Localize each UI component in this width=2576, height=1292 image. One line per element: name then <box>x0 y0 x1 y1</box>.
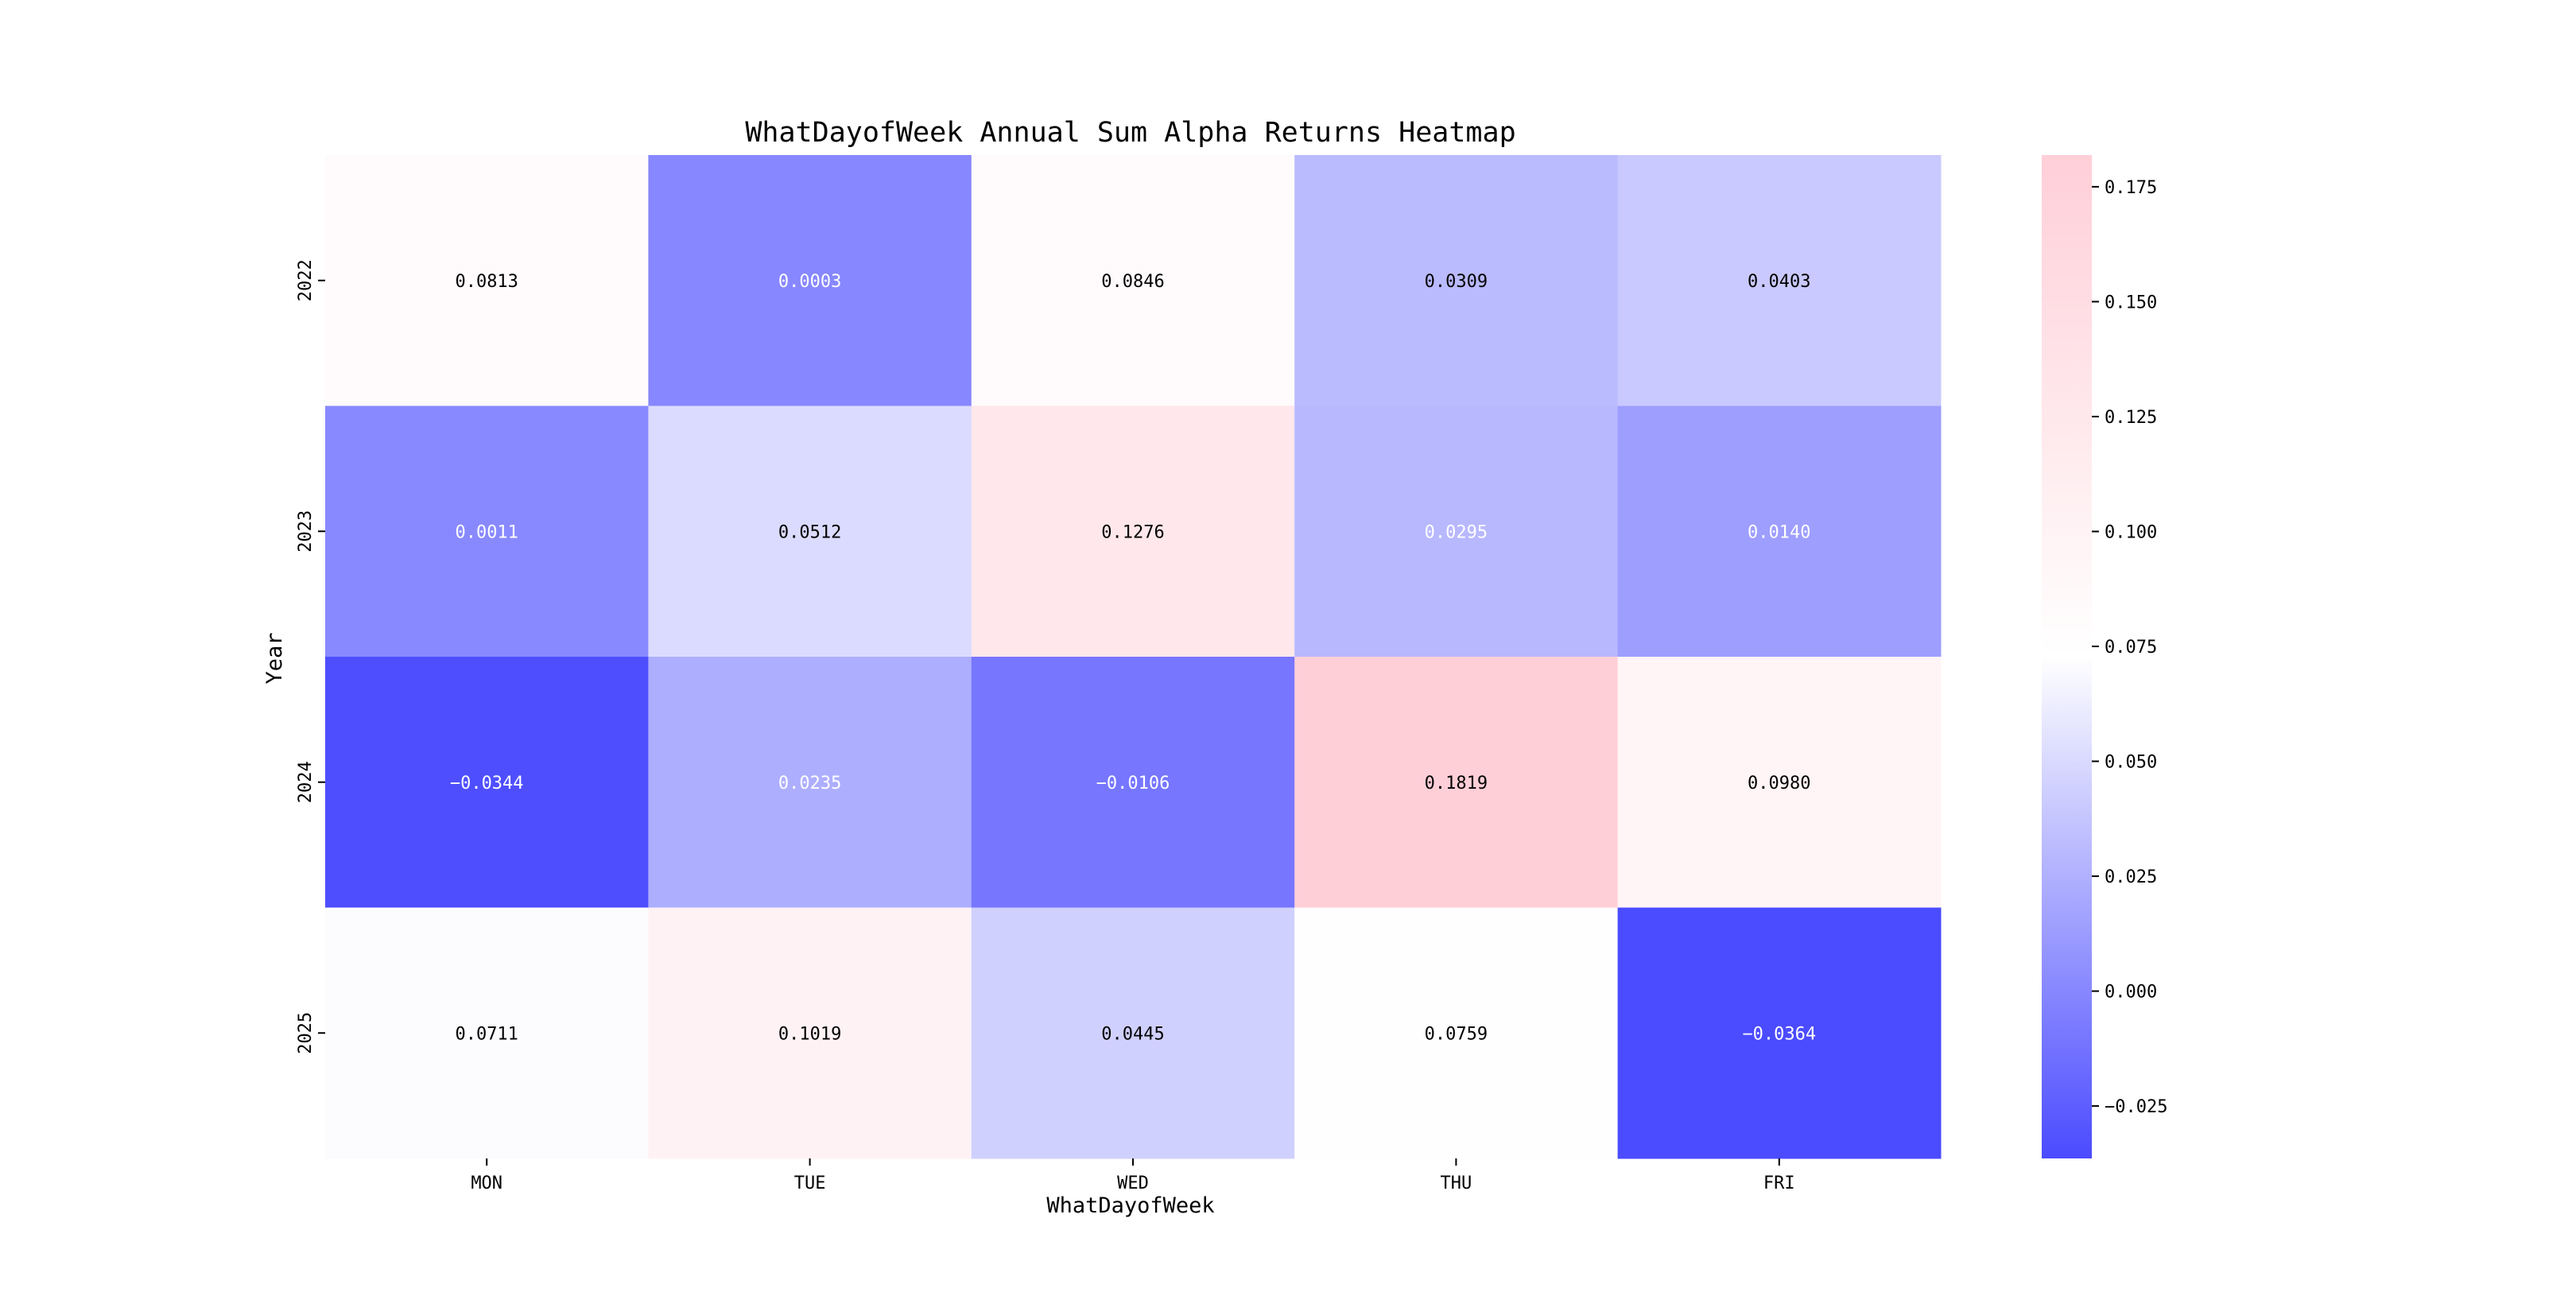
cell-value-label: 0.0980 <box>1748 774 1810 793</box>
cell-value-label: 0.0846 <box>1101 272 1164 292</box>
heatmap-cells <box>325 155 1942 1159</box>
colorbar-gradient <box>2042 155 2092 1158</box>
heatmap-cell <box>971 657 1295 908</box>
heatmap-cell <box>1617 155 1942 406</box>
cell-value-label: 0.1276 <box>1101 522 1164 542</box>
heatmap-cell <box>1617 907 1942 1159</box>
x-tick-label: WED <box>1117 1174 1149 1193</box>
heatmap-cell <box>648 155 972 406</box>
cell-value-label: 0.0295 <box>1425 522 1488 542</box>
cell-value-label: 0.0309 <box>1425 272 1488 292</box>
colorbar-tick-label: 0.050 <box>2105 753 2157 773</box>
cell-value-label: 0.0403 <box>1748 272 1810 292</box>
colorbar-tick-label: 0.025 <box>2105 867 2157 887</box>
chart-title: WhatDayofWeek Annual Sum Alpha Returns H… <box>745 117 1515 149</box>
heatmap-cell <box>1294 907 1619 1159</box>
heatmap-cell <box>971 405 1295 658</box>
colorbar-tick-label: −0.025 <box>2105 1097 2167 1117</box>
cell-value-label: 0.0140 <box>1748 522 1810 542</box>
cell-value-label: 0.0003 <box>778 272 841 292</box>
cell-value-label: 0.0512 <box>778 522 841 542</box>
y-axis-label: Year <box>262 632 287 684</box>
x-tick-label: THU <box>1441 1174 1472 1193</box>
x-axis-label: WhatDayofWeek <box>1046 1193 1214 1218</box>
heatmap-cell <box>1617 405 1942 658</box>
heatmap-cell <box>648 907 972 1159</box>
cell-value-label: −0.0344 <box>450 774 524 793</box>
x-tick-label: FRI <box>1763 1174 1795 1193</box>
heatmap-cell <box>1617 657 1942 908</box>
heatmap-cell <box>325 405 649 658</box>
heatmap-cell <box>971 155 1295 406</box>
colorbar-tick-label: 0.175 <box>2105 178 2157 198</box>
x-axis-ticks: MON TUE WED THU FRI <box>471 1158 1795 1193</box>
y-tick-label: 2025 <box>296 1012 316 1054</box>
x-tick-label: TUE <box>794 1174 826 1193</box>
heatmap-cell <box>1294 155 1619 406</box>
y-tick-label: 2024 <box>296 761 316 803</box>
heatmap-cell <box>325 907 649 1159</box>
y-tick-label: 2022 <box>296 259 316 301</box>
heatmap-cell <box>971 907 1295 1159</box>
heatmap-cell <box>325 155 649 406</box>
cell-value-label: 0.0759 <box>1425 1024 1488 1044</box>
cell-value-label: 0.0235 <box>778 774 841 793</box>
cell-value-label: 0.0445 <box>1101 1024 1164 1044</box>
heatmap-cell <box>648 405 972 658</box>
cell-value-label: −0.0106 <box>1096 774 1170 793</box>
colorbar-tick-label: 0.075 <box>2105 638 2157 658</box>
heatmap-cell <box>325 657 649 908</box>
y-tick-label: 2023 <box>296 510 316 553</box>
cell-value-label: 0.0011 <box>455 522 518 542</box>
colorbar-tick-label: 0.000 <box>2105 983 2157 1003</box>
cell-value-label: −0.0364 <box>1742 1024 1816 1044</box>
colorbar: −0.025 0.000 0.025 0.050 0.075 0.100 0.125 0.15… <box>2042 155 2167 1158</box>
cell-value-label: 0.0711 <box>455 1024 518 1044</box>
heatmap-cell <box>648 657 972 908</box>
heatmap-cell <box>1294 657 1619 908</box>
heatmap-cell-labels: 0.0813 0.0003 0.0846 0.0309 0.0403 0.0011 0.05… <box>450 272 1816 1045</box>
colorbar-tick-label: 0.125 <box>2105 408 2157 428</box>
colorbar-tick-label: 0.150 <box>2105 293 2157 312</box>
cell-value-label: 0.0813 <box>455 272 518 292</box>
cell-value-label: 0.1819 <box>1425 774 1488 793</box>
cell-value-label: 0.1019 <box>778 1024 841 1044</box>
y-axis-ticks: 2022 2023 2024 2025 <box>296 259 325 1054</box>
x-tick-label: MON <box>471 1174 502 1193</box>
colorbar-tick-label: 0.100 <box>2105 522 2157 542</box>
heatmap-cell <box>1294 405 1619 658</box>
